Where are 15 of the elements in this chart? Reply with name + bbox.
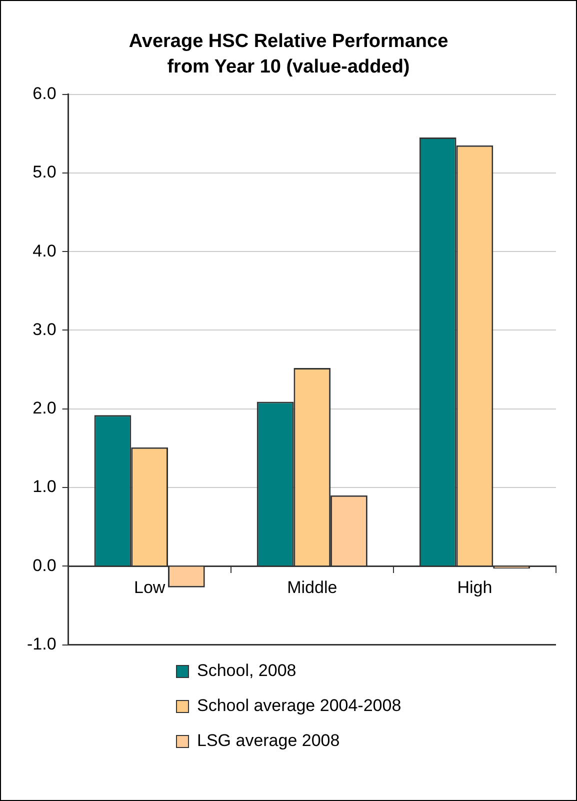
legend-label: LSG average 2008 (197, 731, 340, 751)
y-tick-label: 0.0 (32, 556, 56, 575)
y-tick-label: 6.0 (32, 84, 56, 103)
x-tick-label: High (457, 578, 492, 598)
legend-label: School, 2008 (197, 661, 296, 681)
y-tick-label: 5.0 (32, 162, 56, 182)
y-tick-label: 2.0 (32, 398, 56, 418)
x-tick-label: Middle (287, 578, 338, 598)
chart-title: Average HSC Relative Performance from Year 10 (value-added) (128, 31, 448, 78)
y-tick-label: 1.0 (32, 477, 56, 496)
x-tick-label: Low (134, 578, 166, 598)
legend-label: School average 2004-2008 (197, 696, 402, 716)
y-tick-label: 4.0 (32, 241, 56, 260)
y-tick-label: -1.0 (26, 634, 56, 654)
y-tick-label: 3.0 (32, 320, 56, 339)
